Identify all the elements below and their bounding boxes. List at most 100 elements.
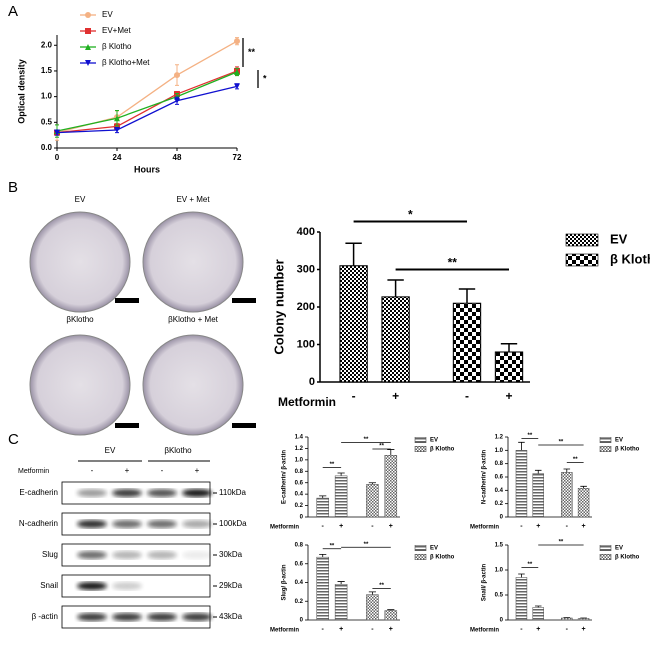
annotation: ** bbox=[528, 433, 533, 439]
y-tick-label: 0.8 bbox=[495, 461, 504, 467]
x-tick-label: 48 bbox=[173, 153, 182, 162]
error-bar bbox=[518, 441, 525, 451]
y-tick-label: 0.8 bbox=[295, 543, 304, 549]
bar bbox=[452, 302, 482, 383]
size-label: 110kDa bbox=[219, 488, 247, 497]
x-tick-label: - bbox=[371, 626, 374, 633]
y-tick-label: 1.2 bbox=[495, 435, 504, 441]
legend-swatch bbox=[599, 436, 612, 443]
y-tick-label: 1.2 bbox=[295, 446, 304, 452]
x-tick-label: 72 bbox=[233, 153, 242, 162]
band bbox=[112, 582, 142, 590]
size-label: 30kDa bbox=[219, 550, 243, 559]
y-tick-label: 0.2 bbox=[495, 501, 504, 507]
error-bar bbox=[500, 343, 518, 352]
lane-label: + bbox=[125, 466, 130, 475]
y-tick-label: 0.6 bbox=[295, 480, 304, 486]
photo-label: βKlotho bbox=[66, 315, 94, 324]
bar bbox=[316, 556, 329, 621]
y-tick-label: 0.0 bbox=[41, 143, 53, 152]
y-tick-label: 0.5 bbox=[495, 593, 504, 599]
annotation: ** bbox=[379, 444, 384, 450]
annotation: ** bbox=[528, 562, 533, 568]
photo-label: βKlotho + Met bbox=[168, 315, 219, 324]
annotation: ** bbox=[364, 437, 369, 443]
legend-label: β Klotho bbox=[610, 251, 650, 266]
legend-label: β Klotho bbox=[615, 555, 640, 561]
group-label: EV bbox=[105, 446, 116, 455]
x-tick-label: + bbox=[582, 626, 586, 633]
photo bbox=[29, 211, 131, 313]
x-tick-label: + bbox=[582, 523, 586, 530]
y-axis-label: E-cadherin/ β-actin bbox=[282, 450, 288, 504]
annotation: ** bbox=[330, 462, 335, 468]
error-bar bbox=[518, 573, 525, 578]
band bbox=[147, 551, 177, 559]
band bbox=[182, 520, 212, 528]
legend-label: EV bbox=[430, 438, 438, 444]
y-tick-label: 1.0 bbox=[495, 568, 504, 574]
error-bar bbox=[458, 288, 476, 304]
legend-swatch bbox=[599, 445, 612, 452]
marker bbox=[85, 12, 91, 18]
annotation: ** bbox=[559, 540, 564, 546]
bar bbox=[316, 497, 329, 518]
x-axis-label: Metformin bbox=[470, 525, 499, 531]
x-axis-label: Metformin bbox=[270, 628, 299, 634]
error-bar bbox=[534, 469, 542, 474]
band bbox=[112, 520, 142, 528]
x-axis-label: Hours bbox=[134, 164, 160, 174]
x-axis-label: Metformin bbox=[278, 395, 336, 409]
error-bar bbox=[319, 495, 327, 499]
y-tick-label: 0 bbox=[300, 515, 304, 521]
legend-label: EV bbox=[430, 546, 438, 552]
bar bbox=[515, 450, 528, 518]
bar bbox=[366, 484, 379, 518]
scale-bar bbox=[115, 423, 139, 428]
x-axis-label: Metformin bbox=[470, 628, 499, 634]
y-axis-label: Snail/ β-actin bbox=[482, 564, 488, 602]
marker bbox=[114, 115, 120, 122]
y-tick-label: 0 bbox=[309, 376, 315, 388]
x-tick-label: 24 bbox=[113, 153, 122, 162]
series-line bbox=[56, 70, 238, 134]
legend-swatch bbox=[414, 445, 427, 452]
y-tick-label: 0.6 bbox=[495, 475, 504, 481]
marker bbox=[234, 68, 240, 75]
band bbox=[147, 489, 177, 497]
y-tick-label: 400 bbox=[297, 226, 315, 238]
x-tick-label: - bbox=[322, 626, 325, 633]
band bbox=[182, 489, 212, 497]
series-line bbox=[56, 71, 238, 132]
x-tick-label: + bbox=[536, 523, 540, 530]
annotation: * bbox=[408, 208, 413, 222]
y-tick-label: 0.8 bbox=[295, 469, 304, 475]
bar bbox=[384, 455, 398, 518]
y-axis-label: Optical density bbox=[16, 59, 26, 124]
legend-label: β Klotho bbox=[615, 447, 640, 453]
size-label: 100kDa bbox=[219, 519, 247, 528]
bar bbox=[561, 617, 573, 621]
band bbox=[77, 489, 107, 497]
legend-swatch bbox=[414, 544, 427, 551]
marker bbox=[114, 123, 120, 130]
annotation: ** bbox=[364, 542, 369, 548]
band bbox=[77, 551, 107, 559]
lane-label: - bbox=[91, 466, 94, 475]
photo bbox=[29, 334, 131, 436]
y-tick-label: 1.5 bbox=[41, 66, 53, 75]
x-tick-label: - bbox=[465, 389, 469, 403]
x-tick-label: + bbox=[505, 389, 512, 403]
error-bar bbox=[580, 485, 587, 489]
x-tick-label: + bbox=[389, 626, 393, 633]
bar bbox=[381, 296, 410, 383]
scale-bar bbox=[115, 298, 139, 303]
marker bbox=[174, 97, 180, 104]
y-tick-label: 1.5 bbox=[495, 543, 504, 549]
marker bbox=[85, 44, 91, 50]
series-line bbox=[56, 85, 238, 134]
legend-swatch bbox=[565, 253, 599, 267]
y-tick-label: 0.5 bbox=[41, 117, 53, 126]
x-tick-label: + bbox=[389, 523, 393, 530]
